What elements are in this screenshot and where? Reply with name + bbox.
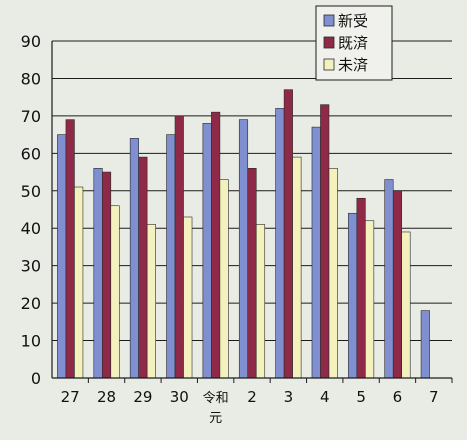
bar-30-既済 [174,115,184,379]
bar-27-未済 [74,186,84,379]
y-tick-label: 20 [21,294,41,313]
x-tick-label-line: 30 [170,388,189,406]
labels: 0 10 20 30 40 50 60 70 80 90 27 28 29 30 令和元 2 3 4 5 6 7 [21,32,439,426]
axes [51,41,453,383]
bar-3-新受 [275,108,285,379]
bar-29-未済 [146,224,156,379]
x-tick-label: 5 [356,388,366,406]
y-tick-label: 30 [21,257,41,276]
x-tick-label: 2 [247,388,257,406]
legend-swatch-新受 [323,14,335,27]
x-tick-label-line: 元 [209,411,222,426]
y-tick-label: 40 [21,219,41,238]
x-tick-label-line: 27 [61,388,80,406]
bar-28-新受 [93,168,103,379]
bar-5-新受 [348,212,358,379]
bar-6-既済 [392,190,403,379]
x-tick-label-line: 2 [247,388,257,406]
bar-6-新受 [384,179,394,379]
x-tick-label: 30 [170,388,189,406]
x-tick-label: 27 [61,388,80,406]
bar-4-未済 [328,168,338,379]
y-tick-label: 80 [21,69,41,88]
bar-29-既済 [138,156,148,379]
bar-令和元-新受 [202,123,212,379]
bar-2-未済 [255,224,266,379]
bar-令和元-未済 [219,179,229,379]
y-tick-label: 70 [21,107,41,126]
bar-28-未済 [110,205,120,379]
bar-6-未済 [401,231,411,379]
x-tick-label-line: 5 [356,388,366,406]
bar-7-新受 [420,310,430,379]
bar-3-未済 [292,156,302,379]
bar-4-既済 [320,104,330,379]
x-tick-label: 4 [320,388,330,406]
bar-4-新受 [311,126,321,379]
x-tick-label-line: 3 [284,388,294,406]
bar-2-既済 [247,168,257,379]
bar-27-既済 [65,119,75,379]
x-tick-label-line: 4 [320,388,330,406]
x-tick-label-line: 28 [97,388,116,406]
bar-2-新受 [238,119,249,379]
x-tick-label: 29 [133,388,152,406]
y-tick-label: 60 [21,144,41,163]
x-tick-label-line: 29 [133,388,152,406]
bar-5-既済 [356,197,366,379]
legend-label: 新受 [338,12,368,30]
bar-30-新受 [166,134,176,379]
bar-28-既済 [101,171,112,379]
bar-3-既済 [283,89,293,379]
x-tick-label: 3 [284,388,294,406]
legend-label: 既済 [338,34,368,52]
bar-令和元-既済 [211,111,221,379]
legend-swatch-既済 [323,36,335,49]
y-tick-label: 90 [21,32,41,51]
y-tick-label: 0 [31,369,41,388]
x-tick-label: 6 [393,388,403,406]
bar-5-未済 [365,220,375,379]
x-tick-label-line: 6 [393,388,403,406]
x-tick-label: 令和元 [203,391,229,426]
legend-label: 未済 [338,56,368,74]
y-tick-label: 50 [21,182,41,201]
x-tick-label: 28 [97,388,116,406]
y-tick-label: 10 [21,332,41,351]
x-tick-label: 7 [429,388,439,406]
x-tick-label-line: 令和 [203,391,229,406]
x-tick-label-line: 7 [429,388,439,406]
bar-30-未済 [183,216,193,379]
legend-swatch-未済 [323,58,335,71]
bar-29-新受 [129,138,139,379]
bar-27-新受 [57,134,67,379]
bars [57,89,430,379]
